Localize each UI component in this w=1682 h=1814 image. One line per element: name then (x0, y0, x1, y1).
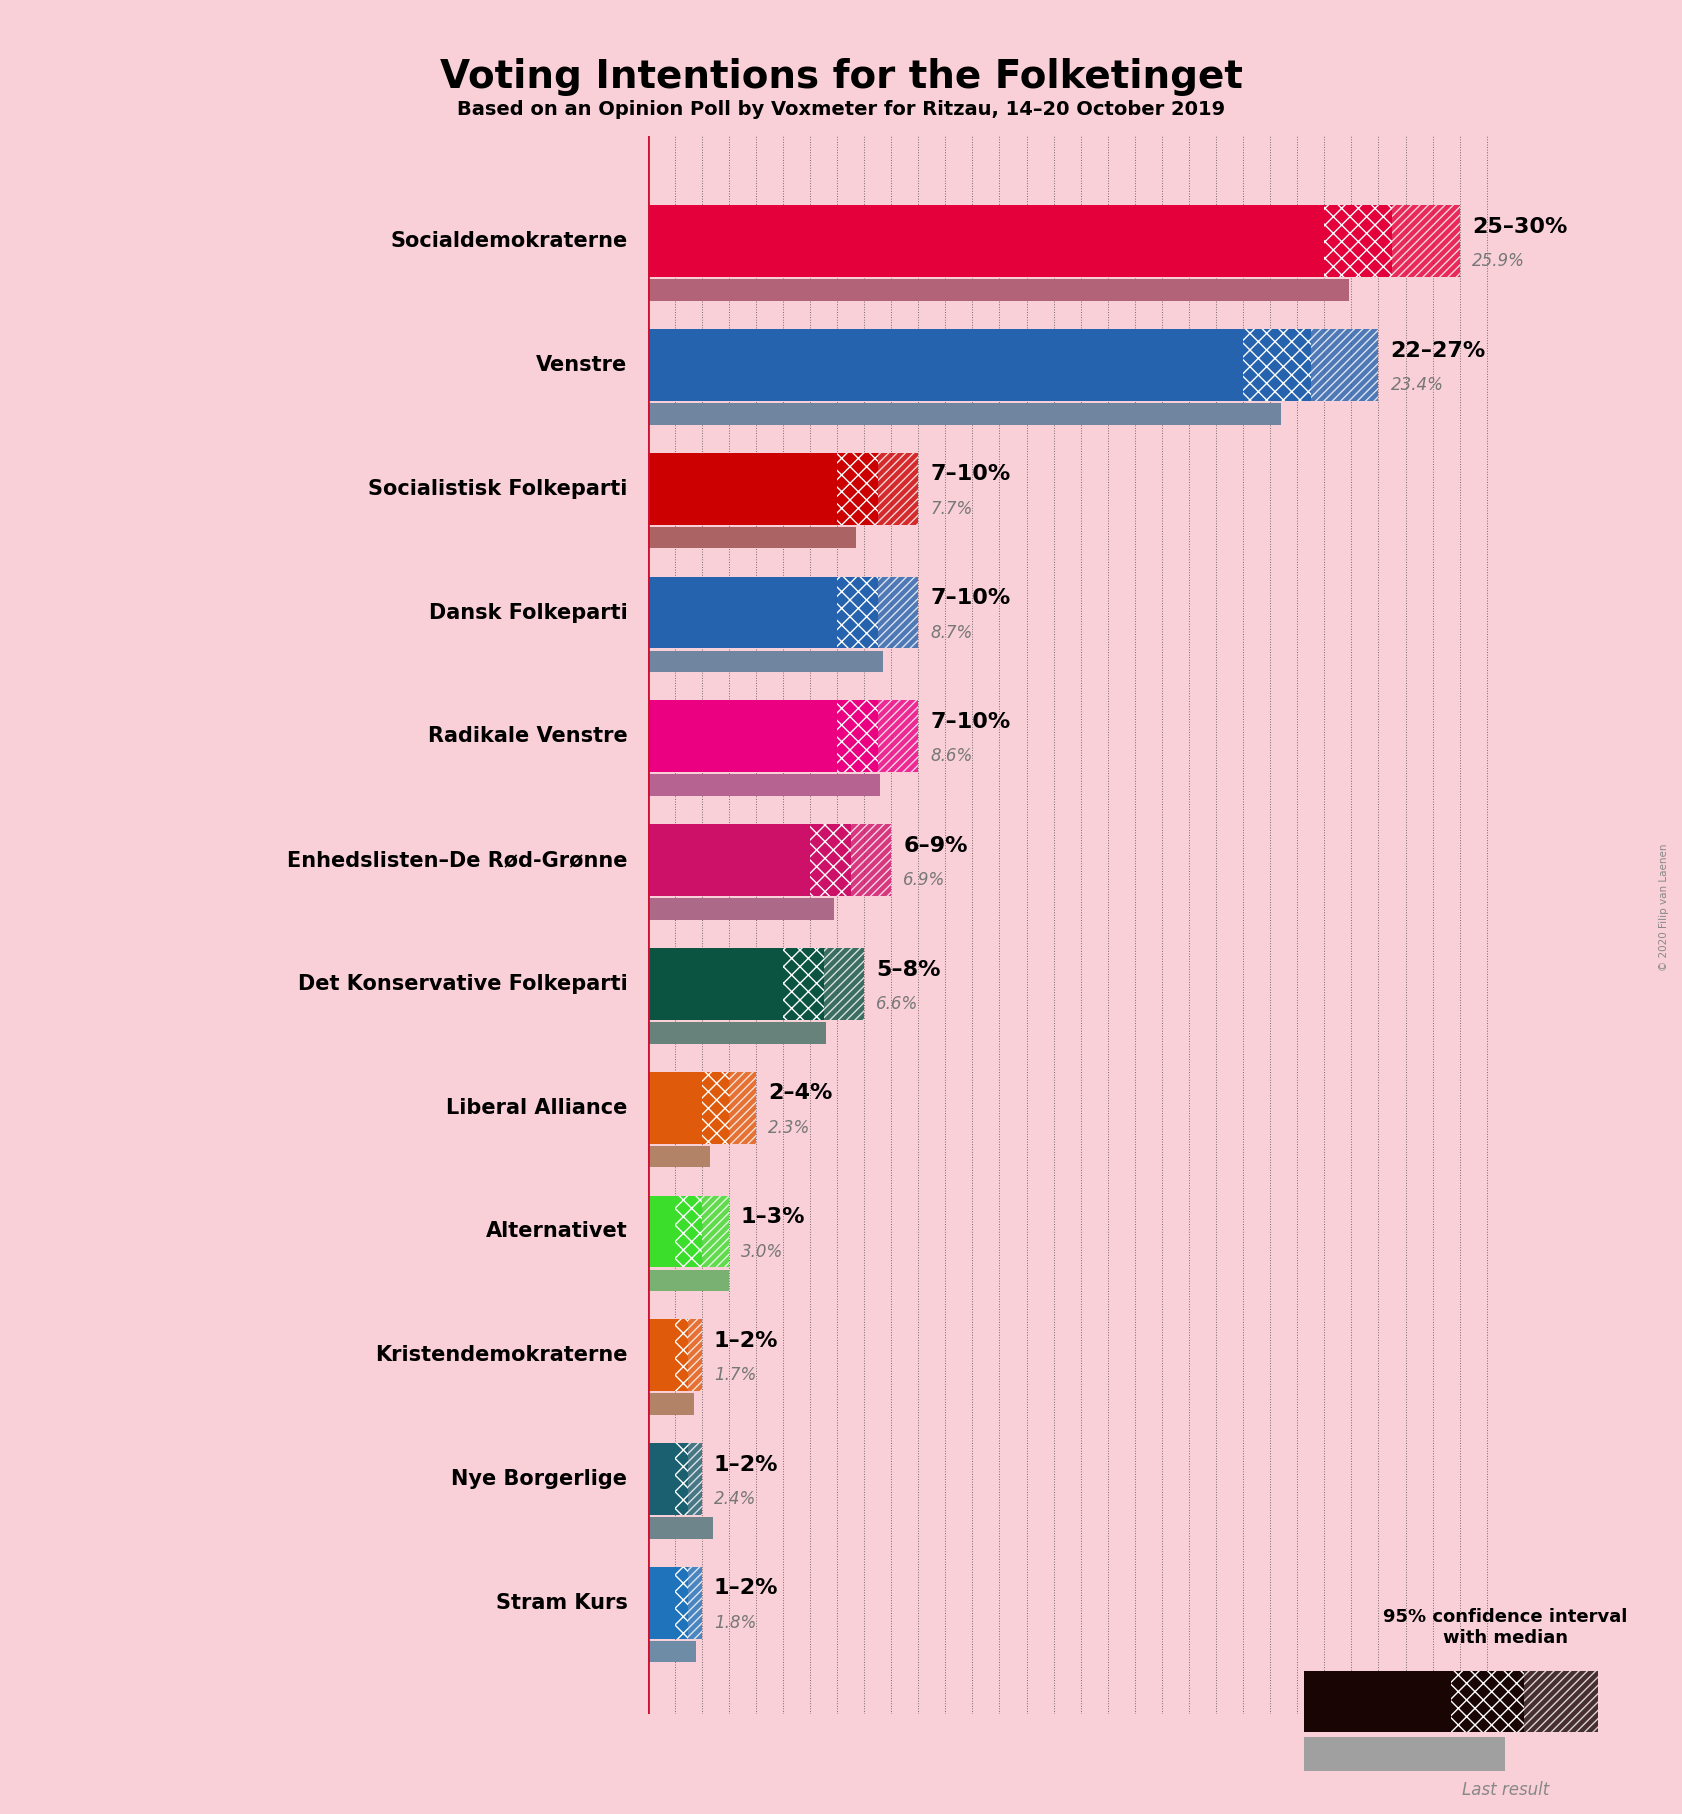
Text: 5–8%: 5–8% (876, 960, 940, 980)
Text: Radikale Venstre: Radikale Venstre (427, 726, 627, 746)
Text: 23.4%: 23.4% (1391, 375, 1443, 394)
Text: 3.0%: 3.0% (742, 1243, 784, 1261)
Text: 25–30%: 25–30% (1472, 218, 1568, 238)
Text: © 2020 Filip van Laenen: © 2020 Filip van Laenen (1658, 844, 1669, 970)
Bar (728, 1072, 755, 1143)
Text: Det Konservative Folkeparti: Det Konservative Folkeparti (298, 974, 627, 994)
Text: Liberal Alliance: Liberal Alliance (446, 1097, 627, 1117)
Text: Last result: Last result (1462, 1781, 1549, 1799)
Text: Voting Intentions for the Folketinget: Voting Intentions for the Folketinget (439, 58, 1243, 96)
Bar (648, 1567, 674, 1638)
Text: Socialistisk Folkeparti: Socialistisk Folkeparti (368, 479, 627, 499)
Text: 1–2%: 1–2% (713, 1578, 779, 1598)
Bar (674, 1195, 701, 1268)
Text: 1–3%: 1–3% (742, 1206, 806, 1226)
Bar (1393, 205, 1460, 278)
Text: Nye Borgerlige: Nye Borgerlige (451, 1469, 627, 1489)
Bar (648, 1195, 674, 1268)
Bar (648, 279, 1349, 301)
Text: 8.6%: 8.6% (930, 747, 972, 766)
Bar (1243, 328, 1310, 401)
Text: 1.8%: 1.8% (713, 1614, 757, 1633)
Bar (648, 1393, 693, 1415)
Bar (648, 577, 838, 648)
Bar (688, 1444, 701, 1515)
Bar (648, 1270, 728, 1292)
Text: 25.9%: 25.9% (1472, 252, 1524, 270)
Text: 7.7%: 7.7% (930, 501, 972, 519)
Text: 7–10%: 7–10% (930, 713, 1011, 733)
Bar (701, 1195, 728, 1268)
Text: 1.7%: 1.7% (713, 1366, 757, 1384)
Bar (648, 1444, 674, 1515)
Bar (701, 1072, 728, 1143)
Text: 7–10%: 7–10% (930, 464, 1011, 484)
Bar (1310, 328, 1379, 401)
Bar (1324, 205, 1393, 278)
Bar (648, 1072, 701, 1143)
Text: Kristendemokraterne: Kristendemokraterne (375, 1346, 627, 1366)
Bar (648, 526, 856, 548)
Text: Socialdemokraterne: Socialdemokraterne (390, 230, 627, 252)
Text: Dansk Folkeparti: Dansk Folkeparti (429, 602, 627, 622)
Bar (648, 898, 834, 920)
Bar (648, 328, 1243, 401)
Bar (648, 1021, 826, 1043)
Bar (1450, 1671, 1524, 1732)
Bar (648, 403, 1282, 424)
Text: Based on an Opinion Poll by Voxmeter for Ritzau, 14–20 October 2019: Based on an Opinion Poll by Voxmeter for… (458, 100, 1224, 118)
Bar (878, 700, 918, 773)
Bar (648, 1319, 674, 1391)
Text: 6–9%: 6–9% (903, 836, 967, 856)
Text: 2–4%: 2–4% (769, 1083, 833, 1103)
Bar (648, 205, 1324, 278)
Bar (851, 824, 891, 896)
Bar (674, 1444, 688, 1515)
Bar (878, 577, 918, 648)
Text: 1–2%: 1–2% (713, 1331, 779, 1351)
Text: 1–2%: 1–2% (713, 1455, 779, 1475)
Text: Stram Kurs: Stram Kurs (496, 1593, 627, 1613)
Bar (648, 651, 883, 673)
Bar (838, 700, 878, 773)
Bar (878, 454, 918, 524)
Bar (688, 1319, 701, 1391)
Bar (648, 824, 811, 896)
Text: Venstre: Venstre (537, 356, 627, 375)
Text: 7–10%: 7–10% (930, 588, 1011, 608)
Bar (824, 949, 865, 1019)
Bar (648, 775, 880, 796)
Bar (648, 1642, 696, 1662)
Text: Enhedslisten–De Rød-Grønne: Enhedslisten–De Rød-Grønne (288, 851, 627, 871)
Bar (838, 577, 878, 648)
Bar (1524, 1671, 1598, 1732)
Bar (811, 824, 851, 896)
Bar (674, 1567, 688, 1638)
Bar (838, 454, 878, 524)
Text: Alternativet: Alternativet (486, 1221, 627, 1241)
Bar (674, 1319, 688, 1391)
Bar (648, 454, 838, 524)
Bar (648, 949, 782, 1019)
Text: 6.6%: 6.6% (876, 996, 918, 1012)
Text: 6.9%: 6.9% (903, 871, 945, 889)
Text: 22–27%: 22–27% (1391, 341, 1485, 361)
Bar (1304, 1671, 1450, 1732)
Bar (782, 949, 824, 1019)
Bar (688, 1567, 701, 1638)
Bar (1304, 1738, 1505, 1770)
Text: 8.7%: 8.7% (930, 624, 972, 642)
Bar (648, 1146, 710, 1166)
Text: 2.4%: 2.4% (713, 1489, 757, 1507)
Bar (648, 700, 838, 773)
Bar (648, 1517, 713, 1538)
Text: 2.3%: 2.3% (769, 1119, 811, 1137)
Text: 95% confidence interval
with median: 95% confidence interval with median (1383, 1609, 1628, 1647)
